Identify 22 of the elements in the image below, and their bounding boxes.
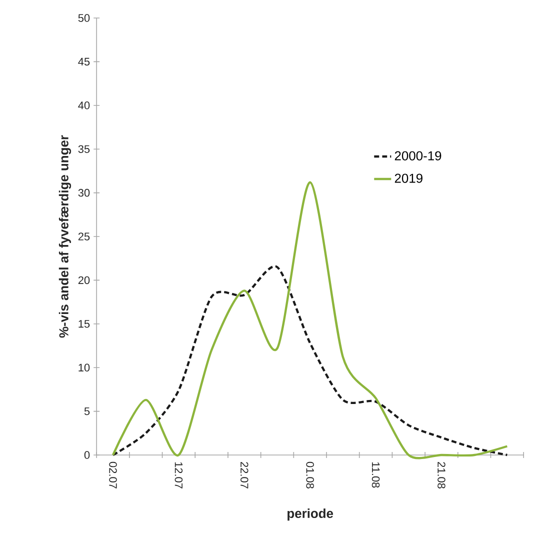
y-tick-label: 40: [78, 102, 90, 110]
y-tick-label: 35: [78, 145, 90, 153]
y-tick-label: 45: [78, 58, 90, 66]
line-series: [112, 265, 508, 456]
y-tick-label: 15: [78, 320, 90, 328]
y-tick-label: 5: [84, 407, 90, 416]
x-tick-label: 11.08: [372, 462, 380, 488]
x-tick-label: 02.07: [109, 462, 117, 488]
x-tick-label: 12.07: [174, 462, 183, 488]
x-tick-label: 01.08: [306, 462, 314, 488]
y-tick-label: 10: [78, 364, 90, 372]
y-tick-label: 20: [78, 276, 90, 284]
legend-label: 2000-19: [394, 151, 442, 160]
y-tick-label: 0: [84, 451, 90, 459]
y-tick-label: 50: [78, 14, 90, 22]
y-tick-label: 25: [78, 232, 90, 240]
y-tick-label: 30: [78, 188, 90, 197]
x-axis-title: periode: [288, 508, 334, 521]
x-tick-label: 22.07: [240, 462, 248, 488]
x-tick-label: 21.08: [438, 462, 446, 488]
legend-label: 2019: [394, 174, 422, 183]
y-axis-title: %-vis andel af fyvefærdige unger: [58, 135, 72, 338]
